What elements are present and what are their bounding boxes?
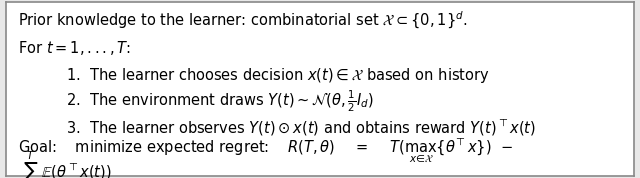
- Text: 1.  The learner chooses decision $x(t) \in \mathcal{X}$ based on history: 1. The learner chooses decision $x(t) \i…: [66, 66, 490, 85]
- Text: Prior knowledge to the learner: combinatorial set $\mathcal{X} \subset \{0,1\}^d: Prior knowledge to the learner: combinat…: [18, 10, 467, 31]
- Text: 2.  The environment draws $Y(t) \sim \mathcal{N}(\theta, \frac{1}{2}I_d)$: 2. The environment draws $Y(t) \sim \mat…: [66, 88, 374, 114]
- Text: For $t = 1, ..., T$:: For $t = 1, ..., T$:: [18, 39, 131, 57]
- Text: $\sum_{t=1}^{T} \mathbb{E}(\theta^{\top} x(t))$: $\sum_{t=1}^{T} \mathbb{E}(\theta^{\top}…: [18, 150, 111, 178]
- Text: Goal:    minimize expected regret:    $R(T, \theta)$    $=$    $T(\max_{x \in \m: Goal: minimize expected regret: $R(T, \t…: [18, 136, 513, 164]
- Text: 3.  The learner observes $Y(t) \odot x(t)$ and obtains reward $Y(t)^{\top}x(t)$: 3. The learner observes $Y(t) \odot x(t)…: [66, 117, 536, 137]
